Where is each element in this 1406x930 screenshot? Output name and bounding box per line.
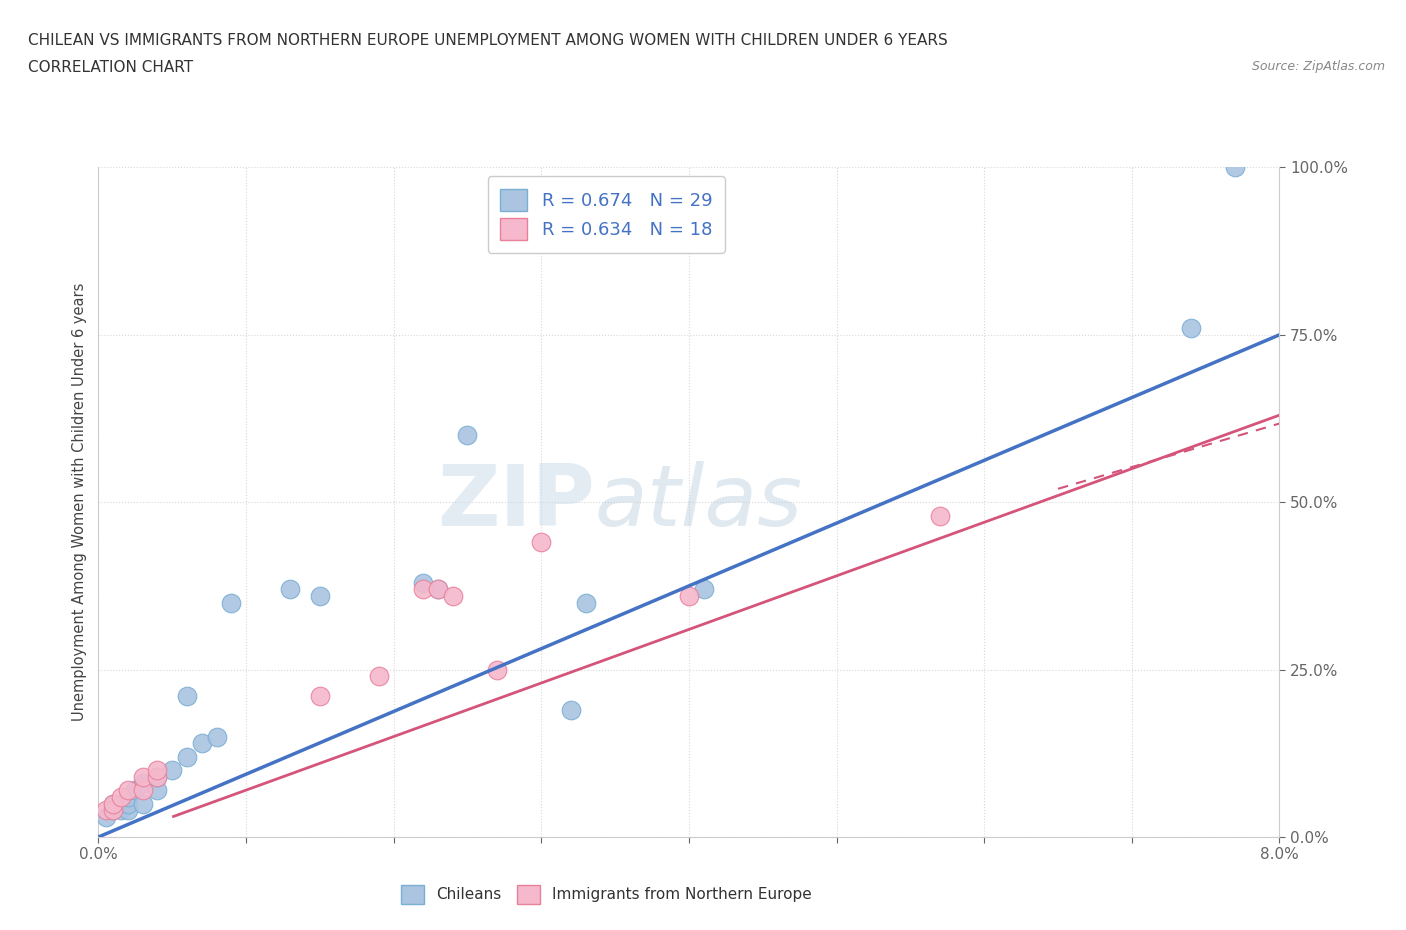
Point [132, 796, 155, 811]
Point [308, 589, 332, 604]
Point [176, 689, 198, 704]
Point [110, 790, 132, 804]
Point [146, 783, 169, 798]
Point [1180, 321, 1202, 336]
Point [146, 769, 169, 784]
Point [485, 662, 508, 677]
Point [308, 689, 332, 704]
Point [191, 736, 214, 751]
Point [456, 428, 478, 443]
Point [678, 589, 700, 604]
Point [103, 796, 124, 811]
Point [574, 595, 596, 610]
Point [176, 750, 198, 764]
Point [426, 582, 449, 597]
Point [132, 776, 155, 790]
Point [103, 803, 124, 817]
Point [412, 582, 434, 597]
Point [117, 783, 139, 798]
Text: Source: ZipAtlas.com: Source: ZipAtlas.com [1251, 60, 1385, 73]
Point [110, 796, 132, 811]
Point [426, 582, 449, 597]
Point [124, 783, 146, 798]
Point [146, 769, 169, 784]
Y-axis label: Unemployment Among Women with Children Under 6 years: Unemployment Among Women with Children U… [72, 283, 87, 722]
Point [693, 582, 716, 597]
Point [205, 729, 228, 744]
Text: atlas: atlas [595, 460, 803, 544]
Point [94, 809, 117, 824]
Point [132, 783, 155, 798]
Point [117, 803, 139, 817]
Point [530, 535, 553, 550]
Point [94, 803, 117, 817]
Point [103, 796, 124, 811]
Point [132, 769, 155, 784]
Text: CHILEAN VS IMMIGRANTS FROM NORTHERN EUROPE UNEMPLOYMENT AMONG WOMEN WITH CHILDRE: CHILEAN VS IMMIGRANTS FROM NORTHERN EURO… [28, 33, 948, 47]
Point [117, 790, 139, 804]
Point [103, 803, 124, 817]
Point [278, 582, 301, 597]
Legend: Chileans, Immigrants from Northern Europe: Chileans, Immigrants from Northern Europ… [395, 879, 818, 910]
Text: CORRELATION CHART: CORRELATION CHART [28, 60, 193, 75]
Point [162, 763, 183, 777]
Point [412, 575, 434, 590]
Point [928, 508, 950, 523]
Point [219, 595, 242, 610]
Point [110, 803, 132, 817]
Point [117, 796, 139, 811]
Point [1223, 160, 1246, 175]
Point [367, 669, 389, 684]
Point [146, 763, 169, 777]
Point [441, 589, 464, 604]
Point [560, 702, 582, 717]
Text: ZIP: ZIP [437, 460, 595, 544]
